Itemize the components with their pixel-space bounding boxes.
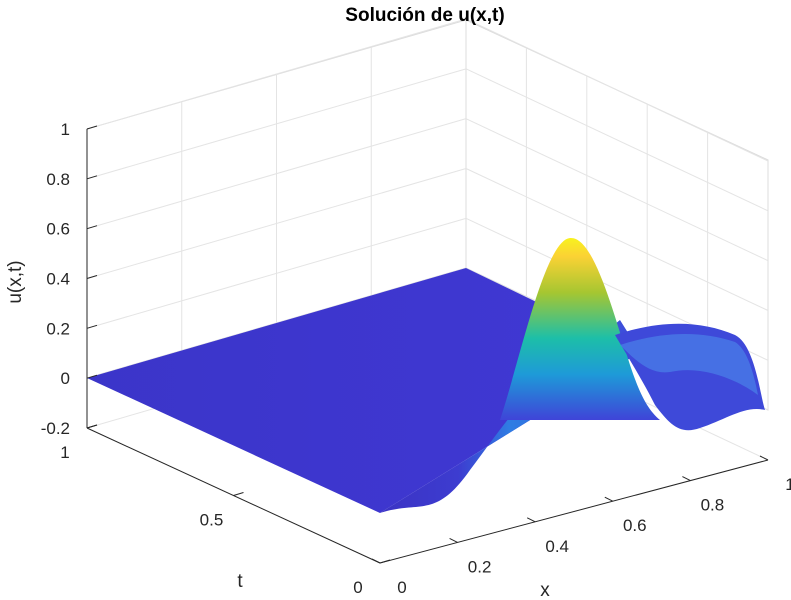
z-tick-label: 0.4 — [46, 270, 70, 289]
x-tick-mark — [759, 455, 769, 461]
x-tick-mark — [371, 558, 381, 564]
t-tick-label: 0.5 — [200, 511, 224, 530]
x-tick-label: 0.2 — [468, 557, 492, 576]
t-tick-label: 0 — [353, 578, 362, 597]
surface-plot — [87, 237, 765, 513]
z-tick-label: 0.8 — [46, 170, 70, 189]
t-tick-label: 1 — [60, 443, 69, 462]
t-tick-labels: 00.51 — [60, 443, 362, 597]
z-tick-mark — [86, 275, 98, 279]
t-axis-label: t — [237, 571, 243, 592]
z-tick-labels: -0.2 0 0.2 0.4 0.6 0.8 1 — [41, 120, 70, 438]
x-tick-label: 1 — [785, 475, 791, 494]
x-tick-label: 0.6 — [623, 516, 647, 535]
z-gridline-right — [465, 68, 769, 212]
z-gridline-right — [465, 168, 769, 311]
x-tick-mark — [682, 476, 691, 482]
x-tick-mark — [526, 517, 536, 523]
x-tick-labels: 0 0.2 0.4 0.6 0.8 1 — [397, 475, 791, 597]
z-gridline-left — [86, 18, 467, 130]
z-tick-label: 1 — [61, 120, 70, 139]
x-axis-label: x — [540, 580, 550, 600]
z-tick-mark — [86, 175, 98, 180]
z-tick-mark — [86, 374, 98, 379]
surface-flat-region — [87, 268, 640, 513]
z-tick-label: 0.2 — [46, 319, 70, 338]
surface-peak — [500, 237, 660, 420]
surface-tail-highlight — [620, 334, 758, 395]
z-tick-label: 0.6 — [46, 220, 70, 239]
z-tick-label: -0.2 — [41, 419, 70, 438]
x-tick-mark — [449, 537, 458, 543]
x-tick-label: 0.4 — [545, 537, 569, 556]
t-tick-mark — [233, 492, 244, 496]
x-tick-mark — [604, 496, 614, 502]
x-tick-label: 0.8 — [701, 496, 725, 515]
z-tick-mark — [86, 324, 98, 329]
chart-title: Solución de u(x,t) — [345, 5, 504, 26]
x-tick-label: 0 — [397, 578, 406, 597]
z-axis-label: u(x,t) — [5, 260, 26, 303]
z-gridline-right — [465, 18, 769, 162]
z-tick-mark — [86, 125, 98, 130]
axis-ticks — [86, 125, 769, 564]
z-gridline-right — [465, 118, 769, 262]
t-tick-mark — [86, 424, 98, 429]
t-tick-mark — [379, 559, 391, 564]
z-tick-mark — [86, 225, 98, 230]
z-tick-label: 0 — [61, 369, 70, 388]
